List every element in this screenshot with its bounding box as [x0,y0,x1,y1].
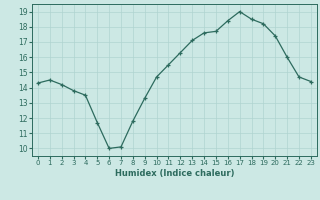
X-axis label: Humidex (Indice chaleur): Humidex (Indice chaleur) [115,169,234,178]
